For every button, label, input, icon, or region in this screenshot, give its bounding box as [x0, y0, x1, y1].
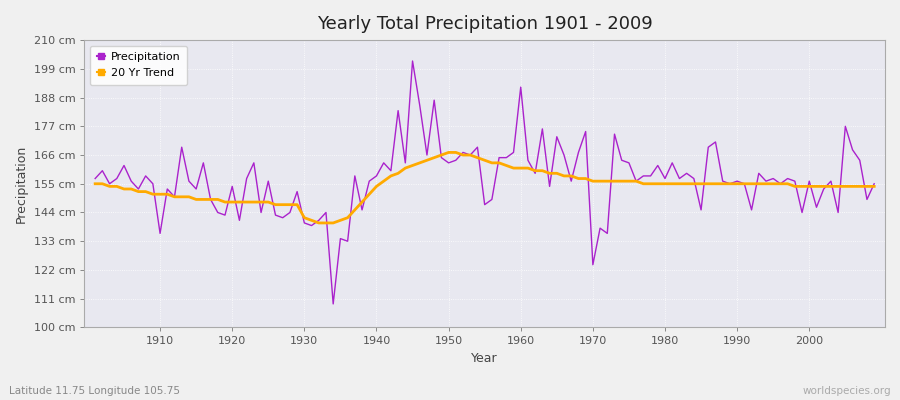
Y-axis label: Precipitation: Precipitation: [15, 145, 28, 223]
Legend: Precipitation, 20 Yr Trend: Precipitation, 20 Yr Trend: [90, 46, 187, 85]
Title: Yearly Total Precipitation 1901 - 2009: Yearly Total Precipitation 1901 - 2009: [317, 15, 652, 33]
Text: Latitude 11.75 Longitude 105.75: Latitude 11.75 Longitude 105.75: [9, 386, 180, 396]
X-axis label: Year: Year: [472, 352, 498, 365]
Text: worldspecies.org: worldspecies.org: [803, 386, 891, 396]
